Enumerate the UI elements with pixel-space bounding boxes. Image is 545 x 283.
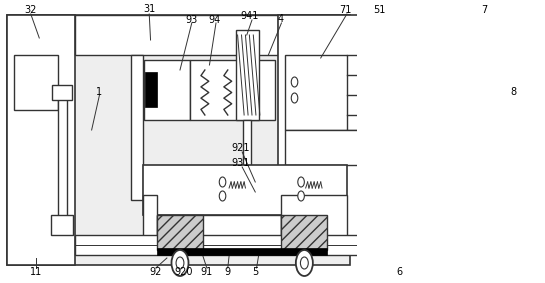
Text: 94: 94 (209, 15, 221, 25)
Text: 31: 31 (143, 4, 155, 14)
Text: 71: 71 (340, 5, 352, 15)
Text: 931: 931 (232, 158, 250, 168)
Bar (7, 15, 75, 265)
Bar (75, 235, 524, 255)
Circle shape (219, 177, 226, 187)
Circle shape (172, 250, 189, 276)
Circle shape (296, 250, 313, 276)
Text: 921: 921 (232, 143, 250, 153)
Text: 92: 92 (149, 267, 162, 277)
Bar (146, 72, 157, 107)
Text: 941: 941 (241, 11, 259, 21)
Text: 920: 920 (174, 267, 192, 277)
Text: 32: 32 (25, 5, 37, 15)
Bar (281, 215, 327, 250)
Bar (157, 215, 203, 250)
Bar (143, 195, 157, 240)
Text: 4: 4 (277, 14, 283, 24)
Text: 51: 51 (373, 5, 386, 15)
Text: 11: 11 (30, 267, 42, 277)
Bar (393, 140, 524, 165)
Bar (131, 55, 143, 200)
Bar (51, 215, 74, 235)
Bar (157, 248, 327, 255)
Text: 7: 7 (481, 5, 487, 15)
Circle shape (300, 257, 308, 269)
Bar (278, 15, 524, 250)
Bar (524, 60, 545, 240)
Bar (157, 215, 281, 240)
Bar (7, 15, 350, 265)
Circle shape (298, 191, 304, 201)
Text: 9: 9 (225, 267, 231, 277)
Bar (243, 120, 251, 195)
Text: 5: 5 (252, 267, 258, 277)
Text: 91: 91 (200, 267, 213, 277)
Text: 1: 1 (96, 87, 102, 97)
Circle shape (291, 93, 298, 103)
Bar (235, 30, 258, 120)
Bar (281, 195, 347, 240)
Circle shape (298, 177, 304, 187)
Bar (52, 85, 72, 100)
Circle shape (291, 77, 298, 87)
Bar (284, 130, 393, 165)
Bar (144, 60, 190, 120)
Bar (58, 90, 66, 220)
Bar (143, 165, 347, 215)
Circle shape (219, 191, 226, 201)
Bar (75, 15, 278, 55)
Text: 8: 8 (510, 87, 516, 97)
Circle shape (176, 257, 184, 269)
Bar (190, 60, 275, 120)
Text: 6: 6 (396, 267, 402, 277)
Bar (284, 55, 347, 130)
Bar (14, 55, 58, 110)
Text: 93: 93 (185, 15, 197, 25)
